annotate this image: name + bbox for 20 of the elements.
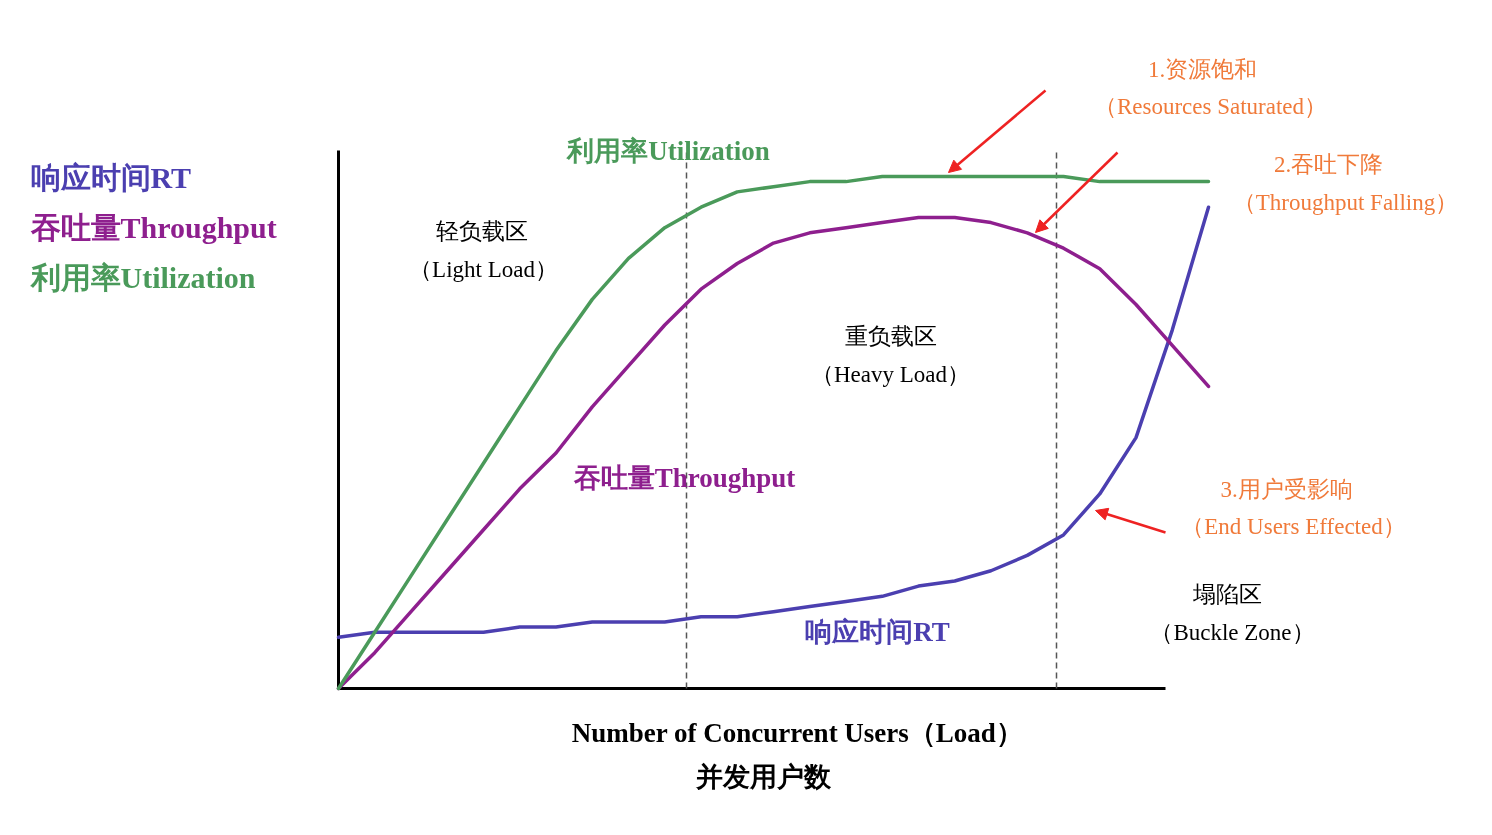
text: （Resources Saturated） (1093, 94, 1328, 119)
text: （Throughput Falling） (1232, 190, 1459, 215)
text: 2.吞吐下降 (1273, 152, 1384, 177)
text: 并发用户数 (695, 761, 832, 792)
series-label: 利用率Utilization (566, 135, 770, 166)
annotation: （Buckle Zone） (1150, 620, 1315, 645)
annotation: （Light Load） (409, 257, 558, 282)
annotation: 轻负载区 (435, 219, 528, 244)
text: 吞吐量Throughput (30, 211, 277, 244)
annotation: （Heavy Load） (810, 362, 971, 387)
x-axis-title: Number of Concurrent Users（Load） (571, 717, 1023, 748)
annotation: （End Users Effected） (1181, 514, 1406, 539)
text: 利用率Utilization (30, 261, 256, 294)
series-label: 吞吐量Throughput (572, 462, 796, 493)
annotation: 3.用户受影响 (1220, 477, 1353, 502)
annotation: 塌陷区 (1192, 582, 1262, 607)
annotation: 重负载区 (844, 324, 937, 349)
series-label: 响应时间RT (805, 616, 950, 647)
text: 响应时间RT (30, 161, 192, 194)
text: 1.资源饱和 (1147, 57, 1258, 82)
